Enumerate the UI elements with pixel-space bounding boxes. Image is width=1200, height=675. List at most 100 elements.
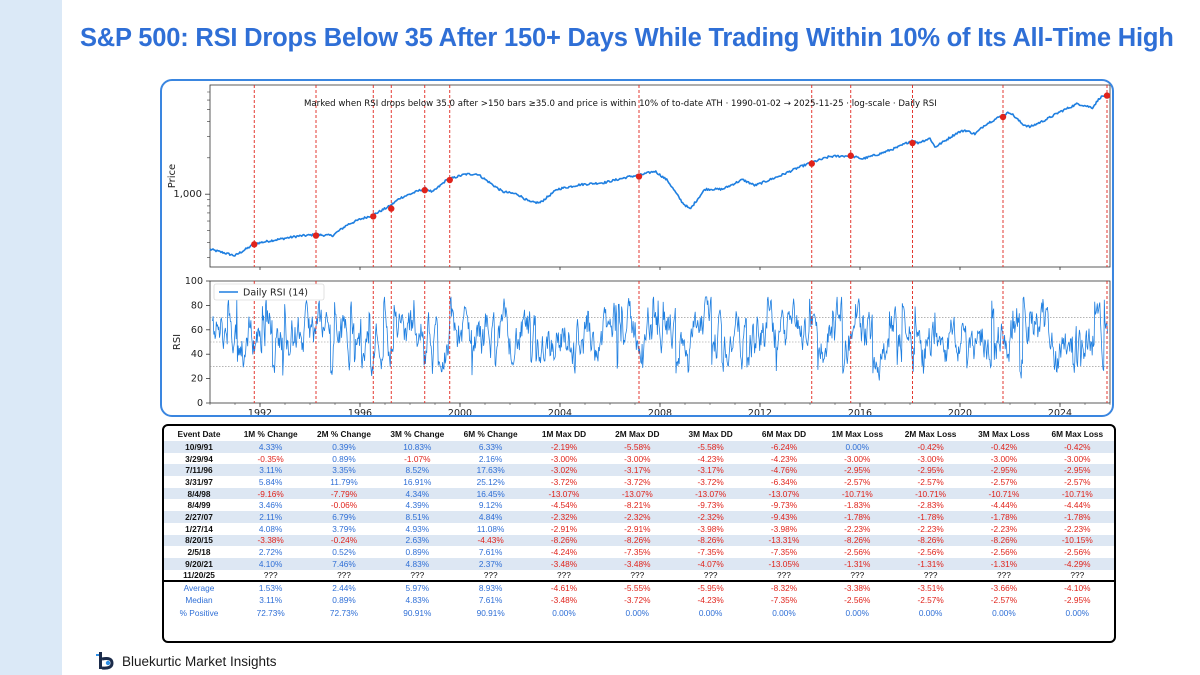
table-cell: -4.44% [967,499,1041,512]
table-cell: -4.23% [673,452,748,465]
event-marker [909,139,916,147]
left-accent-strip [0,0,62,675]
summary-cell: 5.97% [405,583,430,593]
x-tick-label: 2012 [748,408,772,415]
table-cell: -10.71% [967,487,1041,500]
table-cell: -2.57% [820,476,894,488]
table-cell: -2.57% [893,476,968,488]
table-cell: -2.56% [820,546,894,558]
summary-cell: 0.00% [625,607,650,618]
summary-cell: 0.00% [1065,607,1090,618]
summary-cell: 3.11% [259,595,283,605]
legend-box [213,283,325,301]
summary-label-cell: Median [185,595,213,605]
table-cell: -3.48% [527,557,601,570]
event-marker [446,176,453,184]
summary-cell: -3.51% [917,583,944,593]
table-cell: -8.26% [527,534,601,547]
table-cell: ??? [527,569,601,583]
table-cell: 4.08% [234,522,308,535]
table-cell: 3.11% [234,464,308,477]
table-cell: -2.95% [967,464,1041,477]
table-cell: -5.58% [673,441,748,453]
table-cell: -2.83% [893,499,968,512]
summary-cell: 0.00% [918,607,943,618]
table-cell: -3.98% [673,522,748,535]
chart-annotation: Marked when RSI drops below 35.0 after >… [304,99,937,109]
event-marker [251,241,258,248]
event-marker [370,213,377,220]
table-cell: -13.07% [600,487,674,500]
table-cell: ??? [1040,569,1114,583]
table-cell: -2.23% [1040,522,1114,535]
table-cell: 10.83% [380,441,454,453]
event-marker [999,113,1007,121]
table-cell: -10.71% [1040,487,1114,500]
column-header: 6M Max DD [761,428,807,439]
event-date-cell: 10/9/91 [164,441,234,453]
summary-cell: 72.73% [256,607,285,618]
column-header: 6M Max Loss [1051,428,1104,439]
event-stats-table: Event Date 1M % Change 2M % Change 3M % Cha… [164,426,1114,619]
summary-cell: 90.91% [476,607,505,618]
table-cell: ??? [820,569,894,583]
table-cell: 16.91% [380,476,454,488]
table-cell: 0.00% [820,441,894,453]
event-date-cell: 7/11/96 [164,464,234,477]
table-cell: -10.71% [893,487,968,500]
table-cell: 3.79% [307,522,381,535]
brand-name: Bluekurtic Market Insights [122,653,277,669]
table-cell: -4.29% [1040,557,1114,570]
x-tick-label: 1992 [248,408,272,415]
table-cell: 0.39% [307,441,381,453]
rsi-tick-label: 80 [191,300,203,311]
table-cell: 6.33% [453,441,528,453]
table-cell: 0.89% [307,452,381,465]
table-row: 9/20/21 4.10% 7.46% 4.83% 2.37% -3.48% -3.48% -… [164,557,1114,570]
table-cell: 5.84% [234,476,308,488]
table-cell: -4.54% [527,499,601,512]
table-cell: -1.78% [1040,511,1114,523]
table-cell: -4.76% [747,464,821,477]
table-cell: -3.72% [673,476,748,488]
table-cell: -3.72% [527,476,601,488]
summary-cell: -4.61% [550,583,578,593]
table-cell: -8.26% [820,534,894,547]
table-cell: 8.52% [380,464,454,477]
table-cell: ??? [307,569,381,583]
table-cell: 2.11% [234,511,308,523]
event-marker [808,160,815,167]
table-cell: -2.91% [600,522,674,535]
chart-panel: 1,000 Price 0 20 40 60 80 100 RSI 1992 1996 2000 200… [160,79,1114,417]
table-cell: ??? [380,569,454,583]
x-tick-label: 2016 [848,408,872,415]
table-cell: -4.24% [527,546,601,558]
table-cell: -4.43% [453,534,528,547]
table-cell: -2.57% [967,476,1041,488]
column-header: 1M Max Loss [831,428,884,439]
column-header: 6M % Change [463,428,518,439]
summary-cell: 90.91% [403,607,432,618]
table-cell: -4.44% [1040,499,1114,512]
table-cell: -2.19% [527,441,601,453]
table-cell: -3.38% [234,534,308,547]
table-cell: -9.73% [747,499,821,512]
table-cell: -3.00% [893,452,968,465]
column-header: Event Date [177,428,221,439]
table-cell: -0.42% [893,441,968,453]
table-cell: 2.16% [453,452,528,465]
summary-cell: -8.32% [770,583,798,593]
table-cell: -1.31% [820,557,894,570]
table-cell: -1.78% [967,511,1041,523]
table-cell: -1.07% [380,452,454,465]
event-date-cell: 2/27/07 [164,511,234,523]
table-cell: -7.35% [747,546,821,558]
x-tick-label: 2004 [548,408,572,415]
table-cell: -1.83% [820,499,894,512]
table-cell: -2.95% [820,464,894,477]
table-cell: ??? [234,569,308,583]
table-cell: -3.00% [600,452,674,465]
legend-label: Daily RSI (14) [243,288,308,299]
summary-row: % Positive 72.73% 72.73% 90.91% 90.91% 0.00% 0… [164,606,1114,619]
